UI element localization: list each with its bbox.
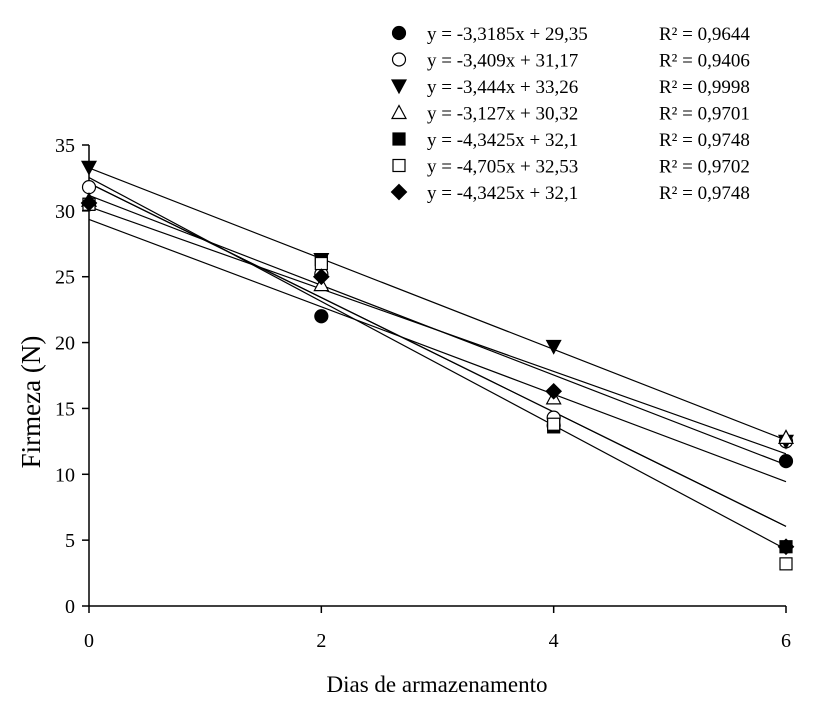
data-point-series-6 — [314, 256, 328, 271]
data-point-series-7 — [312, 268, 330, 286]
x-tick-label: 6 — [781, 630, 791, 652]
axes — [88, 145, 786, 607]
legend-item: y = -4,705x + 32,53 R² = 0,9702 — [392, 157, 750, 178]
y-tick-label: 25 — [55, 267, 75, 289]
legend-marker — [390, 79, 408, 95]
legend-equation: y = -4,3425x + 32,1 — [427, 183, 578, 204]
data-point-series-3 — [545, 339, 562, 355]
legend-equation: y = -3,409x + 31,17 — [427, 51, 578, 72]
legend-item: y = -4,3425x + 32,1 R² = 0,9748 — [390, 183, 750, 204]
data-point-series-7 — [777, 538, 795, 556]
data-point-series-6 — [779, 557, 793, 571]
y-tick-label: 5 — [65, 530, 75, 552]
y-axis-title: Firmeza (N) — [16, 336, 46, 469]
legend-marker — [390, 183, 408, 201]
y-tick-label: 10 — [55, 464, 75, 486]
y-tick-label: 0 — [65, 596, 75, 618]
data-point-series-3 — [80, 160, 98, 176]
data-points — [80, 160, 795, 571]
legend-equation: y = -3,127x + 30,32 — [427, 104, 578, 125]
legend-marker — [391, 52, 407, 67]
legend-r2: R² = 0,9998 — [659, 77, 750, 98]
legend-marker — [390, 104, 408, 120]
trendline-1 — [88, 218, 787, 483]
data-point-series-1 — [778, 454, 794, 469]
trendline-6 — [88, 177, 787, 550]
legend-r2: R² = 0,9748 — [659, 130, 750, 151]
legend-equation: y = -4,3425x + 32,1 — [427, 130, 578, 151]
trendlines — [88, 167, 787, 550]
trendline-3 — [88, 167, 787, 441]
x-tick-label: 4 — [549, 630, 559, 652]
legend-equation: y = -3,444x + 33,26 — [427, 77, 578, 98]
x-axis-title: Dias de armazenamento — [327, 672, 548, 697]
data-point-series-4 — [777, 429, 795, 445]
y-tick-label: 30 — [55, 201, 75, 223]
legend-marker — [391, 25, 407, 41]
trendline-7 — [88, 182, 787, 527]
legend-item: y = -4,3425x + 32,1 R² = 0,9748 — [392, 130, 750, 151]
data-point-series-7 — [80, 194, 98, 212]
data-point-series-2 — [81, 180, 97, 195]
trendline-4 — [88, 206, 787, 455]
ticks: 0 5 10 15 20 25 30 35 0 2 4 6 — [55, 135, 791, 652]
x-tick-label: 2 — [316, 630, 326, 652]
legend-equation: y = -4,705x + 32,53 — [427, 157, 578, 178]
y-tick-label: 20 — [55, 333, 75, 355]
legend-item: y = -3,444x + 33,26 R² = 0,9998 — [390, 77, 750, 98]
data-point-series-6 — [547, 417, 561, 431]
legend-marker — [392, 132, 406, 146]
legend-r2: R² = 0,9406 — [659, 51, 750, 72]
data-point-series-1 — [314, 309, 329, 324]
legend-equation: y = -3,3185x + 29,35 — [427, 24, 588, 45]
y-tick-label: 35 — [55, 135, 75, 157]
data-point-series-7 — [545, 382, 563, 400]
legend-item: y = -3,409x + 31,17 R² = 0,9406 — [391, 51, 750, 72]
legend-r2: R² = 0,9702 — [659, 157, 750, 178]
legend: y = -3,3185x + 29,35 R² = 0,9644 y = -3,40… — [390, 24, 750, 204]
y-tick-label: 15 — [55, 398, 75, 420]
legend-r2: R² = 0,9701 — [659, 104, 750, 125]
x-tick-label: 0 — [84, 630, 94, 652]
legend-item: y = -3,127x + 30,32 R² = 0,9701 — [390, 104, 750, 125]
legend-r2: R² = 0,9748 — [659, 183, 750, 204]
legend-marker — [392, 158, 406, 173]
legend-item: y = -3,3185x + 29,35 R² = 0,9644 — [391, 24, 750, 45]
legend-r2: R² = 0,9644 — [659, 24, 750, 45]
